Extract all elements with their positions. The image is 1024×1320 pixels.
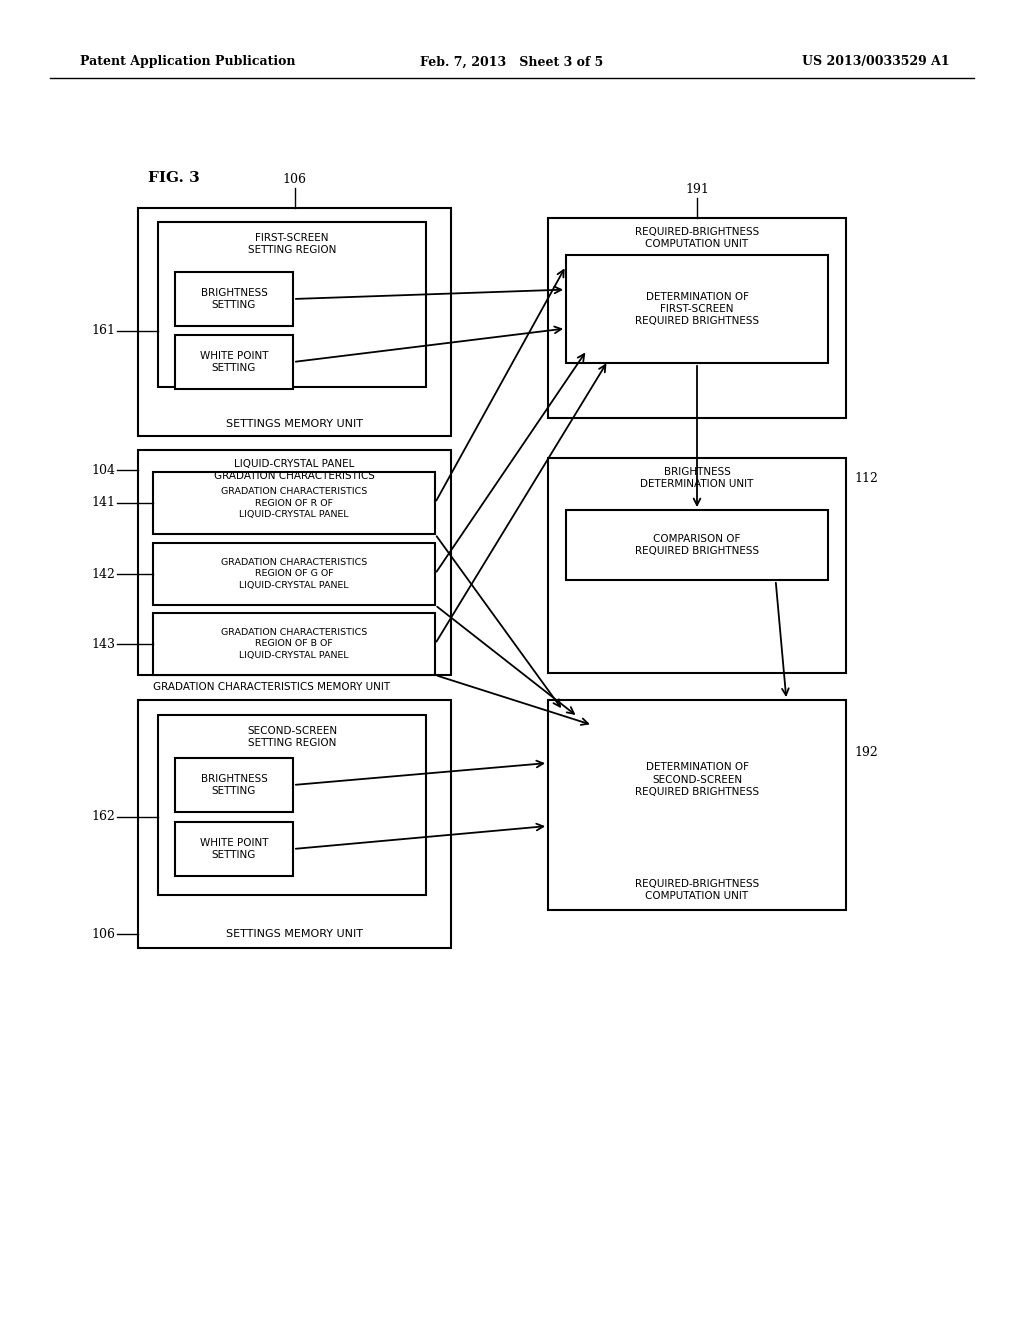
Text: DETERMINATION OF
FIRST-SCREEN
REQUIRED BRIGHTNESS: DETERMINATION OF FIRST-SCREEN REQUIRED B… [635,292,759,326]
Text: GRADATION CHARACTERISTICS
REGION OF R OF
LIQUID-CRYSTAL PANEL: GRADATION CHARACTERISTICS REGION OF R OF… [221,487,368,519]
Text: Feb. 7, 2013   Sheet 3 of 5: Feb. 7, 2013 Sheet 3 of 5 [421,55,603,69]
Bar [138,450,451,675]
Text: WHITE POINT
SETTING: WHITE POINT SETTING [200,351,268,374]
Bar [175,335,293,389]
Text: BRIGHTNESS
SETTING: BRIGHTNESS SETTING [201,288,267,310]
Text: FIRST-SCREEN
SETTING REGION: FIRST-SCREEN SETTING REGION [248,232,336,255]
Text: LIQUID-CRYSTAL PANEL
GRADATION CHARACTERISTICS: LIQUID-CRYSTAL PANEL GRADATION CHARACTER… [214,459,375,482]
Bar [158,222,426,387]
Text: DETERMINATION OF
SECOND-SCREEN
REQUIRED BRIGHTNESS: DETERMINATION OF SECOND-SCREEN REQUIRED … [635,763,759,797]
Text: 161: 161 [91,323,115,337]
Text: 142: 142 [91,568,115,581]
Text: 141: 141 [91,496,115,510]
Bar [138,700,451,948]
Bar [175,758,293,812]
Text: SETTINGS MEMORY UNIT: SETTINGS MEMORY UNIT [226,418,362,429]
Text: SETTINGS MEMORY UNIT: SETTINGS MEMORY UNIT [226,929,362,939]
Text: Patent Application Publication: Patent Application Publication [80,55,296,69]
Text: SECOND-SCREEN
SETTING REGION: SECOND-SCREEN SETTING REGION [247,726,337,748]
Text: REQUIRED-BRIGHTNESS
COMPUTATION UNIT: REQUIRED-BRIGHTNESS COMPUTATION UNIT [635,879,759,902]
Bar [175,822,293,876]
Bar [548,700,846,909]
Bar [566,255,828,363]
Bar [175,272,293,326]
Text: GRADATION CHARACTERISTICS
REGION OF B OF
LIQUID-CRYSTAL PANEL: GRADATION CHARACTERISTICS REGION OF B OF… [221,628,368,660]
Text: 162: 162 [91,810,115,824]
Text: BRIGHTNESS
DETERMINATION UNIT: BRIGHTNESS DETERMINATION UNIT [640,467,754,490]
Bar [158,715,426,895]
Bar [153,543,435,605]
Bar [153,473,435,535]
Text: COMPARISON OF
REQUIRED BRIGHTNESS: COMPARISON OF REQUIRED BRIGHTNESS [635,533,759,556]
Text: 192: 192 [854,746,878,759]
Text: 112: 112 [854,471,878,484]
Text: WHITE POINT
SETTING: WHITE POINT SETTING [200,838,268,861]
Bar [138,209,451,436]
Text: 143: 143 [91,638,115,651]
Text: US 2013/0033529 A1: US 2013/0033529 A1 [803,55,950,69]
Text: 106: 106 [283,173,306,186]
Bar [548,458,846,673]
Text: 104: 104 [91,463,115,477]
Text: 106: 106 [91,928,115,940]
Text: GRADATION CHARACTERISTICS
REGION OF G OF
LIQUID-CRYSTAL PANEL: GRADATION CHARACTERISTICS REGION OF G OF… [221,558,368,590]
Bar [566,510,828,579]
Text: FIG. 3: FIG. 3 [148,172,200,185]
Text: BRIGHTNESS
SETTING: BRIGHTNESS SETTING [201,774,267,796]
Text: GRADATION CHARACTERISTICS MEMORY UNIT: GRADATION CHARACTERISTICS MEMORY UNIT [153,682,390,692]
Bar [548,218,846,418]
Bar [153,612,435,675]
Text: 191: 191 [685,183,709,195]
Text: REQUIRED-BRIGHTNESS
COMPUTATION UNIT: REQUIRED-BRIGHTNESS COMPUTATION UNIT [635,227,759,249]
